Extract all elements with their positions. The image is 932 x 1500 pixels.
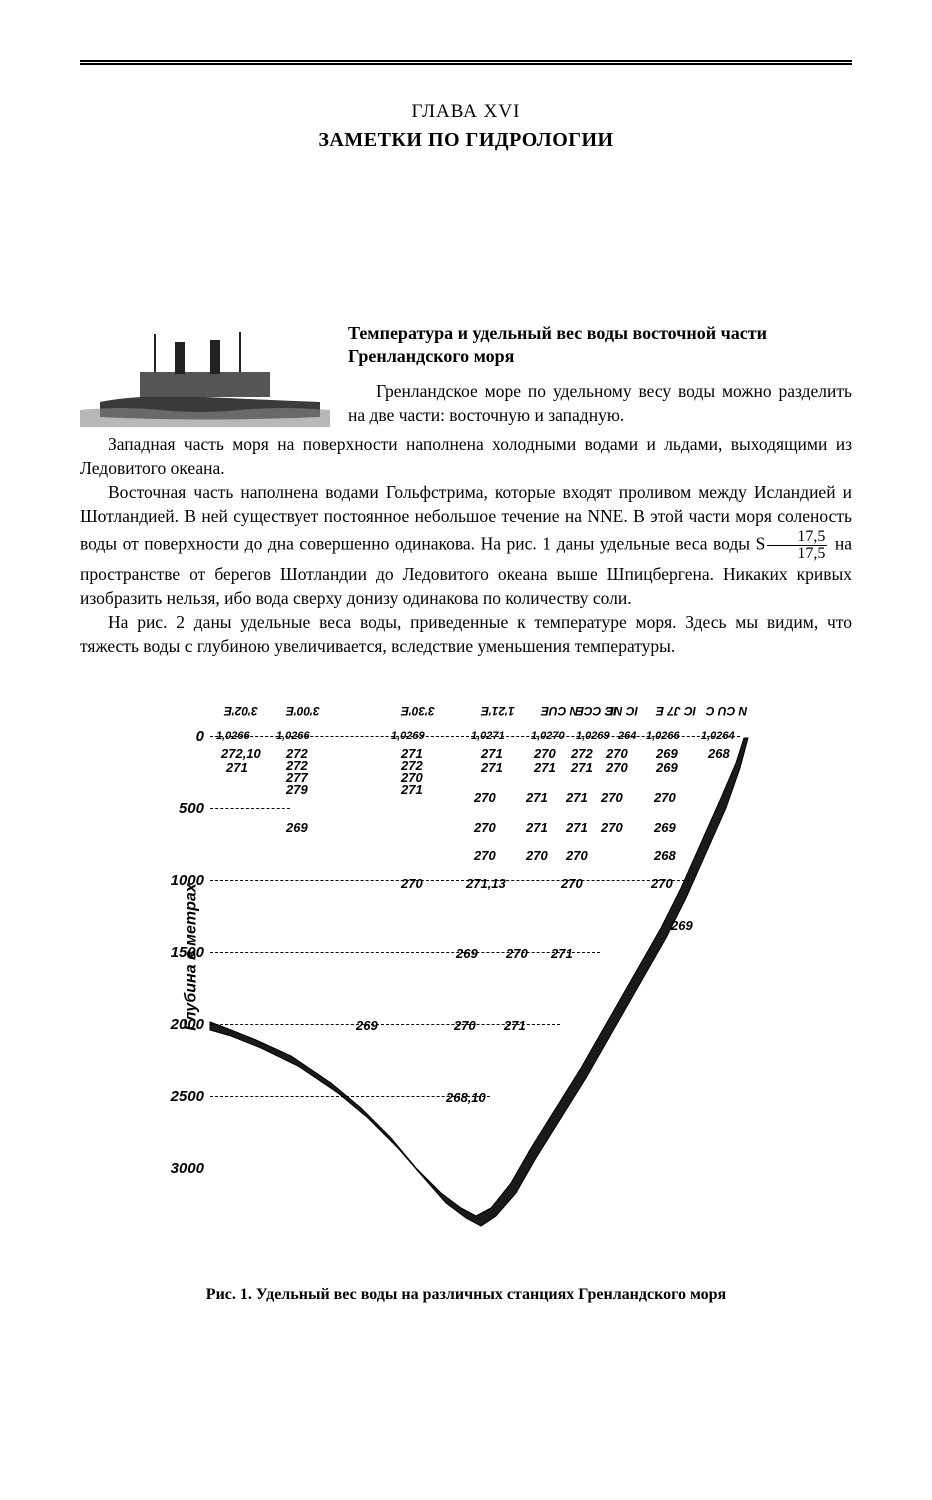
station-label: IC J7 E [656, 704, 696, 718]
depth-chart: Глубина в метрах 05001000150020002500300… [146, 688, 786, 1258]
surface-value: 1,0270 [531, 730, 565, 742]
paragraph-2: Западная часть моря на поверхности напол… [80, 432, 852, 480]
surface-value: 1,0264 [701, 730, 735, 742]
data-value: 270 [654, 790, 676, 805]
surface-value: 1,0266 [216, 730, 250, 742]
data-value: 269 [671, 918, 693, 933]
data-value: 271 [566, 820, 588, 835]
data-value: 271 [566, 790, 588, 805]
data-value: 270 [534, 746, 556, 761]
surface-value: 1,0269 [391, 730, 425, 742]
data-value: 270 [601, 820, 623, 835]
data-value: 270 [474, 848, 496, 863]
surface-value: 1,0266 [276, 730, 310, 742]
data-value: 271 [526, 820, 548, 835]
surface-value: 264 [618, 730, 636, 742]
data-value: 271 [571, 760, 593, 775]
data-value: 270 [566, 848, 588, 863]
y-tick: 1500 [164, 944, 204, 961]
data-value: 269 [456, 946, 478, 961]
body-text-main: Западная часть моря на поверхности напол… [80, 432, 852, 658]
grid-line [210, 808, 290, 809]
data-value: 271 [526, 790, 548, 805]
data-value: 268,10 [446, 1090, 486, 1105]
y-tick: 3000 [164, 1160, 204, 1177]
data-value: 270 [474, 790, 496, 805]
data-value: 271 [504, 1018, 526, 1033]
ship-illustration [80, 322, 330, 427]
data-value: 270 [606, 760, 628, 775]
chapter-title: ЗАМЕТКИ ПО ГИДРОЛОГИИ [80, 129, 852, 152]
data-value: 271 [534, 760, 556, 775]
y-tick: 500 [164, 800, 204, 817]
y-tick: 2500 [164, 1088, 204, 1105]
surface-value: 1,0269 [576, 730, 610, 742]
data-value: 270 [506, 946, 528, 961]
data-value: 269 [656, 746, 678, 761]
data-value: 270 [651, 876, 673, 891]
station-label: IC NE [606, 704, 638, 718]
data-value: 271,13 [466, 876, 506, 891]
data-value: 268 [654, 848, 676, 863]
y-tick: 2000 [164, 1016, 204, 1033]
data-value: 269 [654, 820, 676, 835]
data-value: 270 [474, 820, 496, 835]
station-label: 3'00'E [286, 704, 320, 718]
station-label: N CU C [706, 704, 747, 718]
paragraph-4: На рис. 2 даны удельные веса воды, приве… [80, 610, 852, 658]
data-value: 268 [708, 746, 730, 761]
data-value: 271 [226, 760, 248, 775]
station-label: 3'30'E [401, 704, 435, 718]
surface-value: 1,0271 [471, 730, 505, 742]
station-label: 3'02'E [224, 704, 258, 718]
data-value: 272 [571, 746, 593, 761]
data-value: 270 [601, 790, 623, 805]
grid-line [210, 880, 690, 881]
data-value: 270 [561, 876, 583, 891]
figure-caption: Рис. 1. Удельный вес воды на различных с… [80, 1286, 852, 1304]
y-tick: 0 [164, 728, 204, 745]
chapter-label: ГЛАВА XVI [80, 101, 852, 123]
data-value: 270 [606, 746, 628, 761]
chart-wrap: Глубина в метрах 05001000150020002500300… [80, 688, 852, 1258]
surface-value: 1,0266 [646, 730, 680, 742]
station-label: N CUE [541, 704, 578, 718]
data-value: 270 [526, 848, 548, 863]
grid-line [210, 952, 600, 953]
y-tick: 1000 [164, 872, 204, 889]
paragraph-3: Восточная часть наполнена водами Гольфст… [80, 480, 852, 610]
data-value: 270 [454, 1018, 476, 1033]
fraction: 17,517,5 [767, 529, 827, 562]
data-value: 272,10 [221, 746, 261, 761]
header-double-rule [80, 60, 852, 65]
intro-block: Температура и удельный вес воды восточно… [80, 322, 852, 432]
data-value: 269 [286, 820, 308, 835]
data-value: 271 [481, 760, 503, 775]
data-value: 279 [286, 782, 308, 797]
data-value: 271 [551, 946, 573, 961]
data-value: 269 [656, 760, 678, 775]
station-label: 1'21'E [481, 704, 515, 718]
data-value: 271 [481, 746, 503, 761]
data-value: 270 [401, 876, 423, 891]
data-value: 269 [356, 1018, 378, 1033]
data-value: 271 [401, 782, 423, 797]
